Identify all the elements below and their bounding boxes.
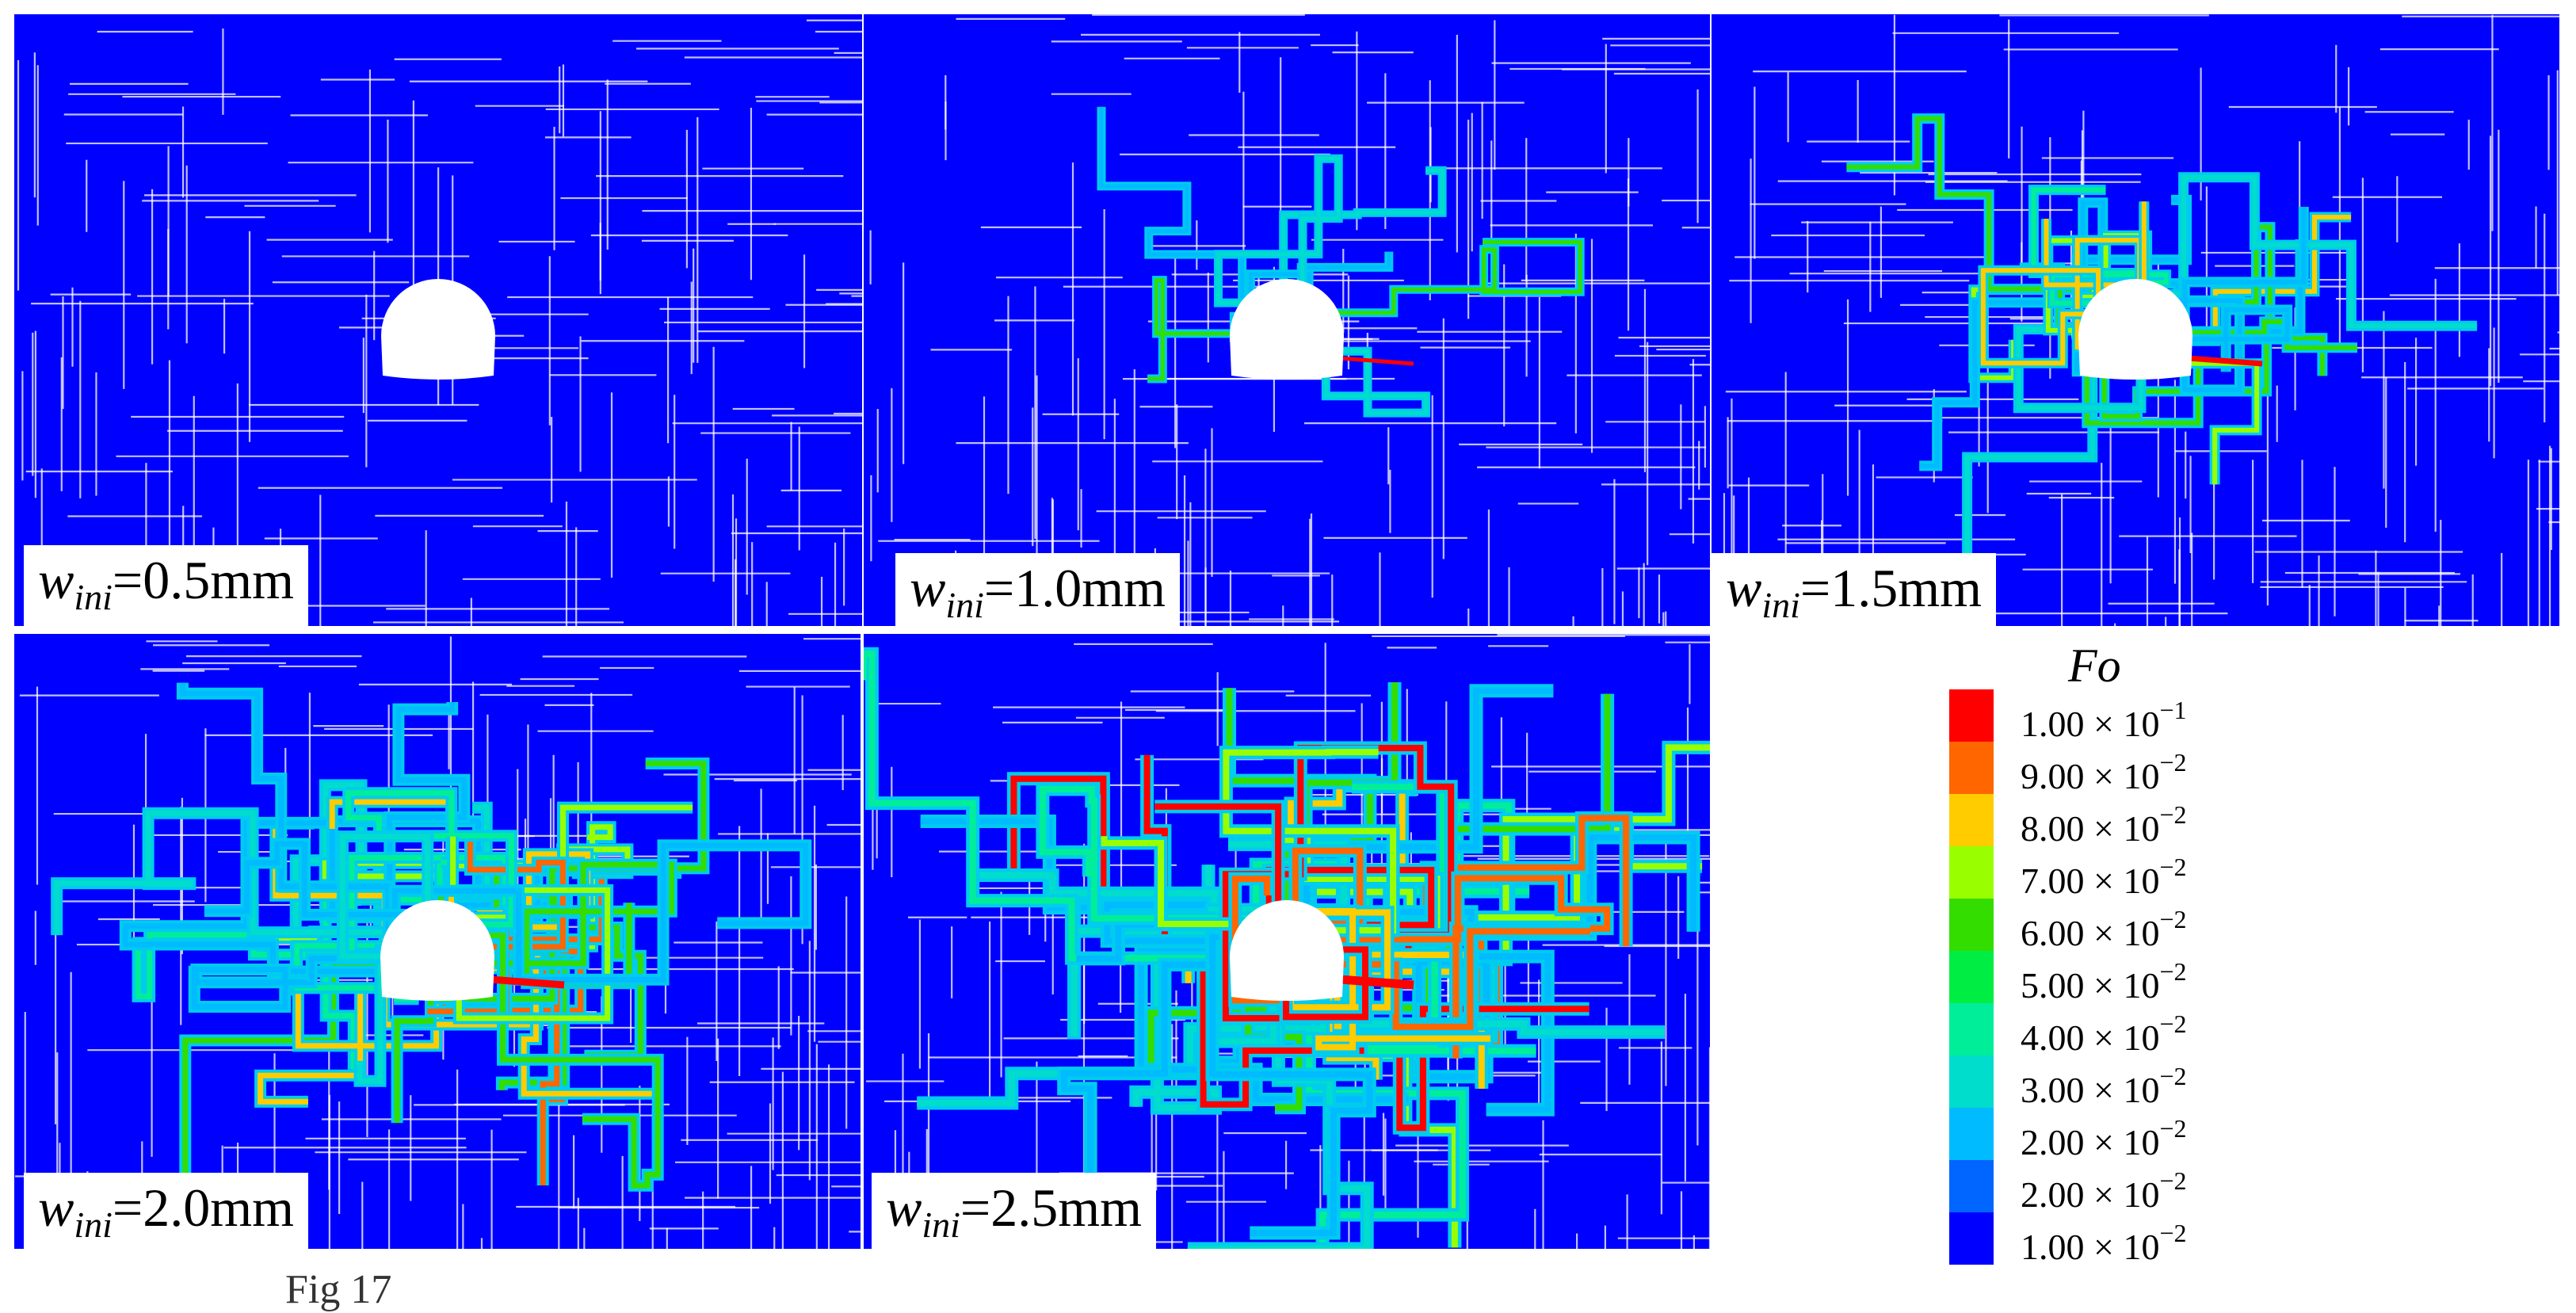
legend-exponent: −2 bbox=[2159, 1166, 2187, 1195]
flow-channel-core bbox=[1216, 156, 1341, 315]
legend-mantissa: 1.00 × 10 bbox=[2021, 704, 2160, 744]
tunnel-opening bbox=[1230, 900, 1344, 1001]
panel-label: wini=2.5mm bbox=[872, 1173, 1157, 1249]
legend-exponent: −2 bbox=[2159, 1219, 2187, 1247]
legend-swatch bbox=[1949, 1003, 1994, 1055]
legend-tick-label: 7.00 × 10−2 bbox=[2021, 853, 2187, 902]
panel-wini-0-5mm: wini=0.5mm bbox=[14, 14, 862, 626]
flow-channel-core bbox=[204, 841, 457, 918]
panel-label: wini=2.0mm bbox=[24, 1173, 309, 1249]
panel-label: wini=1.5mm bbox=[1712, 553, 1997, 626]
legend-exponent: −2 bbox=[2159, 1010, 2187, 1038]
flow-channel-core bbox=[426, 831, 566, 950]
legend-exponent: −2 bbox=[2159, 800, 2187, 829]
legend-mantissa: 2.00 × 10 bbox=[2021, 1174, 2160, 1215]
legend-tick-label: 2.00 × 10−2 bbox=[2021, 1114, 2187, 1163]
legend-exponent: −2 bbox=[2159, 1114, 2187, 1143]
panel-wini-1-5mm: wini=1.5mm bbox=[1712, 14, 2559, 626]
legend-tick-label: 1.00 × 10−1 bbox=[2021, 696, 2187, 745]
legend-exponent: −2 bbox=[2159, 905, 2187, 933]
legend-swatch bbox=[1949, 846, 1994, 899]
legend-mantissa: 9.00 × 10 bbox=[2021, 756, 2160, 796]
legend-tick-label: 8.00 × 10−2 bbox=[2021, 800, 2187, 849]
fracture-map bbox=[17, 19, 862, 626]
legend-mantissa: 8.00 × 10 bbox=[2021, 808, 2160, 849]
legend-swatch bbox=[1949, 1160, 1994, 1212]
legend-exponent: −1 bbox=[2159, 696, 2187, 724]
fracture-map bbox=[15, 636, 861, 1249]
legend-exponent: −2 bbox=[2159, 957, 2187, 986]
flow-channel-core bbox=[864, 651, 1242, 962]
flow-channel-core bbox=[1919, 300, 2105, 468]
flow-channel-core bbox=[2182, 224, 2325, 376]
legend-swatch bbox=[1949, 899, 1994, 951]
legend-mantissa: 2.00 × 10 bbox=[2021, 1122, 2160, 1162]
legend-tick-label: 3.00 × 10−2 bbox=[2021, 1062, 2187, 1111]
flow-channel-core bbox=[191, 956, 399, 1010]
panel-wini-2-0mm: wini=2.0mm bbox=[14, 634, 861, 1249]
legend-mantissa: 6.00 × 10 bbox=[2021, 913, 2160, 953]
flow-channel-core bbox=[401, 933, 661, 1189]
legend-mantissa: 4.00 × 10 bbox=[2021, 1017, 2160, 1058]
legend-swatch bbox=[1949, 689, 1994, 742]
legend-mantissa: 5.00 × 10 bbox=[2021, 965, 2160, 1006]
fracture-map bbox=[864, 634, 1710, 1249]
legend-tick-label: 6.00 × 10−2 bbox=[2021, 905, 2187, 954]
legend-swatch bbox=[1949, 794, 1994, 846]
panel-wini-1-0mm: wini=1.0mm bbox=[864, 14, 1710, 626]
fracture-map bbox=[1714, 14, 2559, 626]
panel-label: wini=1.0mm bbox=[895, 553, 1181, 626]
tunnel-opening bbox=[380, 900, 494, 1001]
panel-label: wini=0.5mm bbox=[24, 545, 309, 626]
flow-channel-core bbox=[2131, 207, 2307, 392]
flow-channel-core bbox=[1250, 847, 1590, 1030]
legend-mantissa: 3.00 × 10 bbox=[2021, 1070, 2160, 1110]
legend-mantissa: 7.00 × 10 bbox=[2021, 861, 2160, 901]
flow-channel-halo bbox=[1296, 238, 1585, 318]
flow-channel-core bbox=[2155, 174, 2478, 329]
legend-tick-label: 5.00 × 10−2 bbox=[2021, 957, 2187, 1006]
legend-title: Fo bbox=[2068, 639, 2121, 692]
tunnel-opening bbox=[381, 279, 495, 380]
panel-wini-2-5mm: wini=2.5mm bbox=[864, 634, 1710, 1249]
color-legend: Fo 1.00 × 10−1 9.00 × 10−2 8.00 × 10−2 7.00… bbox=[1902, 634, 2551, 1268]
legend-swatch bbox=[1949, 742, 1994, 794]
legend-exponent: −2 bbox=[2159, 1062, 2187, 1090]
flow-channel-core bbox=[1039, 786, 1265, 922]
flow-channel-core bbox=[1298, 314, 1429, 415]
caption-fragment: Fig 17 bbox=[285, 1267, 392, 1312]
flow-channel-core bbox=[1296, 240, 1582, 315]
legend-mantissa: 1.00 × 10 bbox=[2021, 1227, 2160, 1267]
flow-channel-core bbox=[1101, 836, 1312, 927]
legend-tick-label: 2.00 × 10−2 bbox=[2021, 1166, 2187, 1216]
legend-swatch bbox=[1949, 1055, 1994, 1108]
legend-swatch bbox=[1949, 1108, 1994, 1160]
fracture-map bbox=[869, 14, 1710, 626]
legend-exponent: −2 bbox=[2159, 748, 2187, 777]
flow-channel-core bbox=[54, 810, 407, 936]
legend-tick-label: 9.00 × 10−2 bbox=[2021, 748, 2187, 797]
tunnel-opening bbox=[2078, 279, 2192, 380]
legend-tick-label: 1.00 × 10−2 bbox=[2021, 1219, 2187, 1268]
legend-exponent: −2 bbox=[2159, 853, 2187, 881]
legend-swatch bbox=[1949, 951, 1994, 1003]
flow-channel-core bbox=[339, 834, 431, 960]
flow-channel-core bbox=[345, 790, 514, 928]
flow-channel-core bbox=[2169, 307, 2290, 372]
flow-channel-core bbox=[1209, 933, 1373, 1236]
tunnel-opening bbox=[1230, 279, 1344, 380]
legend-swatch bbox=[1949, 1212, 1994, 1265]
legend-tick-label: 4.00 × 10−2 bbox=[2021, 1010, 2187, 1059]
flow-channel-core bbox=[1279, 908, 1490, 1051]
